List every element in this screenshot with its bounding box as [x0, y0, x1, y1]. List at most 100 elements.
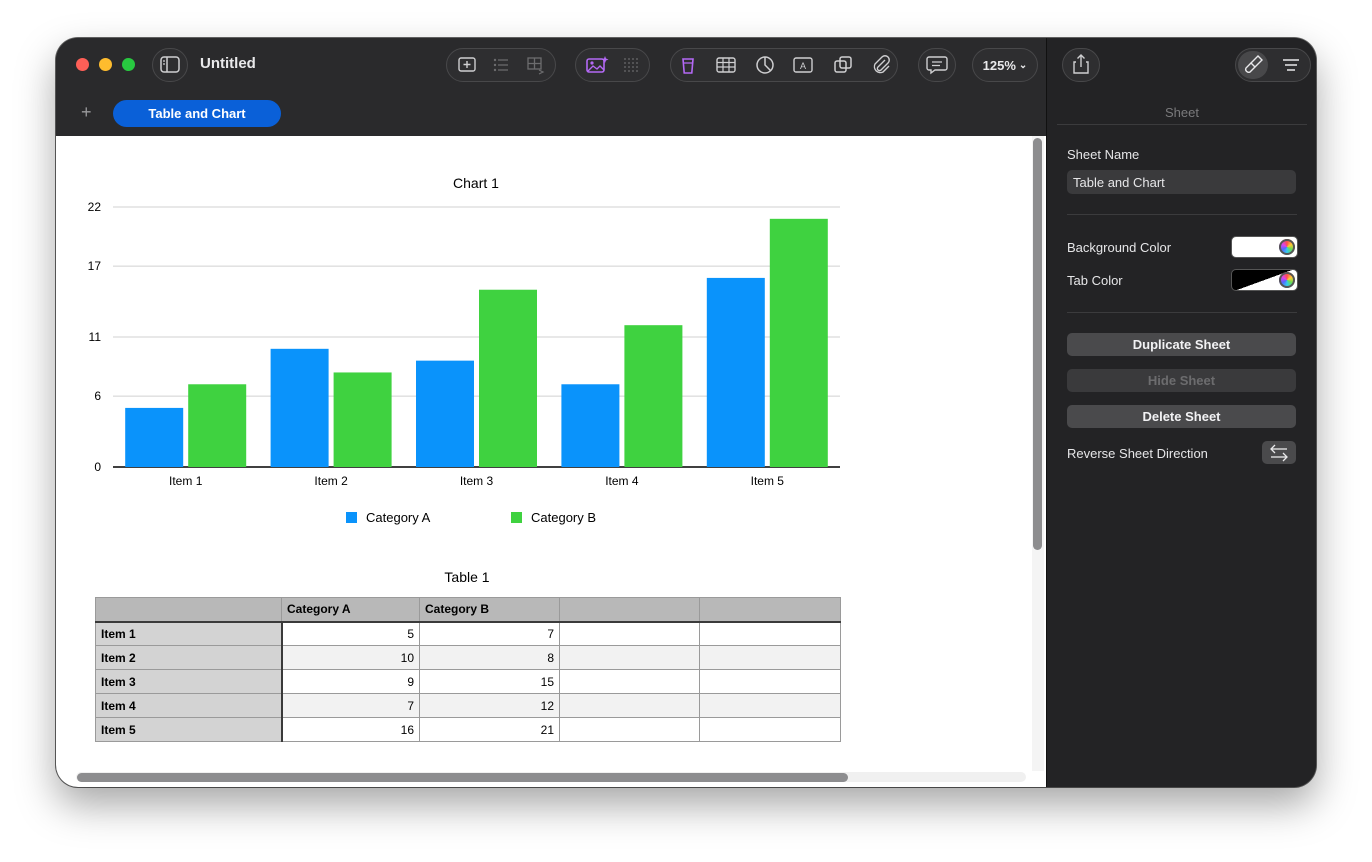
section-divider	[1067, 312, 1297, 313]
table-layout-button[interactable]	[521, 48, 551, 82]
bar-category-a	[706, 277, 765, 467]
x-tick-label: Item 2	[314, 474, 348, 488]
hide-sheet-button[interactable]: Hide Sheet	[1067, 369, 1296, 392]
close-window-button[interactable]	[76, 58, 89, 71]
sidebar-toggle-button[interactable]	[152, 48, 188, 82]
row-header-cell[interactable]: Item 2	[95, 645, 283, 670]
horizontal-scrollbar-thumb[interactable]	[77, 773, 848, 782]
list-icon	[493, 58, 508, 72]
bar-category-b	[188, 384, 247, 467]
header-cell[interactable]: Category B	[419, 597, 560, 623]
legend-label: Category B	[531, 510, 597, 525]
table-row: Item 4 7 12	[95, 693, 841, 718]
legend-item-category-a: Category A	[346, 510, 430, 525]
texture-button[interactable]	[617, 48, 645, 82]
table-cell[interactable]: 15	[419, 669, 560, 694]
y-tick-label: 22	[88, 200, 102, 214]
row-header-cell[interactable]: Item 4	[95, 693, 283, 718]
swap-arrows-icon	[1270, 444, 1288, 462]
zoom-window-button[interactable]	[122, 58, 135, 71]
comment-button[interactable]	[918, 48, 956, 82]
insert-chart-button[interactable]	[750, 48, 780, 82]
organize-button[interactable]	[1276, 51, 1306, 79]
table-cell[interactable]: 12	[419, 693, 560, 718]
image-sparkle-icon	[586, 56, 609, 73]
insert-table-button[interactable]	[711, 48, 741, 82]
tab-color-well[interactable]	[1231, 269, 1298, 291]
bar-category-b	[769, 218, 828, 467]
app-window: Untitled	[56, 38, 1316, 787]
row-header-cell[interactable]: Item 1	[95, 621, 283, 646]
color-wheel-icon[interactable]	[1279, 272, 1295, 288]
cup-button[interactable]	[673, 48, 703, 82]
tab-color-label: Tab Color	[1067, 273, 1123, 288]
table-cell[interactable]: 21	[419, 717, 560, 742]
image-playground-button[interactable]	[582, 48, 612, 82]
dot-grid-icon	[624, 58, 638, 72]
legend-swatch	[511, 512, 522, 523]
table-cell[interactable]	[559, 693, 700, 718]
table-cell[interactable]: 7	[281, 693, 420, 718]
color-wheel-icon[interactable]	[1279, 239, 1295, 255]
svg-text:A: A	[800, 61, 806, 71]
table-cell[interactable]	[559, 669, 700, 694]
header-cell[interactable]	[95, 597, 282, 623]
table-cell[interactable]	[699, 621, 841, 646]
table-cell[interactable]	[699, 645, 841, 670]
header-cell[interactable]: Category A	[281, 597, 420, 623]
table-cell[interactable]	[559, 621, 700, 646]
table-cell[interactable]: 5	[281, 621, 420, 646]
add-page-button[interactable]	[452, 48, 482, 82]
vertical-scrollbar-thumb[interactable]	[1033, 138, 1042, 550]
add-page-icon	[458, 57, 476, 72]
table-cell[interactable]	[559, 717, 700, 742]
data-table[interactable]: Category A Category B Item 1 5 7 Item 2 …	[95, 597, 841, 742]
inspector-panel: Sheet Sheet Name Table and Chart Backgro…	[1046, 38, 1316, 787]
insert-text-box-button[interactable]: A	[788, 48, 818, 82]
header-cell[interactable]	[559, 597, 700, 623]
table-cell[interactable]: 16	[281, 717, 420, 742]
table-cell[interactable]: 7	[419, 621, 560, 646]
row-header-cell[interactable]: Item 5	[95, 717, 283, 742]
sheet-tab-table-and-chart[interactable]: Table and Chart	[113, 100, 281, 127]
sheet-name-field[interactable]: Table and Chart	[1067, 170, 1296, 194]
delete-sheet-button[interactable]: Delete Sheet	[1067, 405, 1296, 428]
table-cell[interactable]	[699, 693, 841, 718]
x-tick-label: Item 3	[460, 474, 494, 488]
insert-shape-button[interactable]	[828, 48, 858, 82]
list-button[interactable]	[486, 48, 516, 82]
table-row: Item 2 10 8	[95, 645, 841, 670]
table-cell[interactable]	[559, 645, 700, 670]
reverse-direction-button[interactable]	[1262, 441, 1296, 464]
header-cell[interactable]	[699, 597, 841, 623]
table-cell[interactable]	[699, 717, 841, 742]
table-cell[interactable]: 8	[419, 645, 560, 670]
table-title: Table 1	[444, 569, 490, 585]
bar-category-b	[479, 289, 537, 467]
duplicate-sheet-button[interactable]: Duplicate Sheet	[1067, 333, 1296, 356]
minimize-window-button[interactable]	[99, 58, 112, 71]
bar-chart[interactable]: 0 6 11 17 22 Item 1 Item 2 Item 3 Item 4 Item 5	[56, 136, 916, 516]
insert-media-button[interactable]	[866, 48, 896, 82]
zoom-menu[interactable]: 125% ⌄	[972, 48, 1038, 82]
format-button[interactable]	[1238, 51, 1268, 79]
bar-category-a	[561, 384, 620, 467]
chart-title: Chart 1	[453, 175, 499, 191]
table-cell[interactable]: 10	[281, 645, 420, 670]
legend-item-category-b: Category B	[511, 510, 596, 525]
cup-icon	[682, 58, 694, 74]
document-canvas[interactable]: Chart 1 0 6 11 17 22 Item 1 Item 2 Item 3 Item 4…	[56, 136, 1046, 787]
reverse-sheet-direction-label: Reverse Sheet Direction	[1067, 446, 1208, 461]
row-header-cell[interactable]: Item 3	[95, 669, 283, 694]
sort-lines-icon	[1283, 59, 1299, 71]
shape-icon	[834, 56, 852, 73]
legend-swatch	[346, 512, 357, 523]
add-sheet-button[interactable]: +	[81, 102, 92, 123]
y-tick-label: 11	[89, 330, 102, 344]
background-color-well[interactable]	[1231, 236, 1298, 258]
table-cell[interactable]	[699, 669, 841, 694]
share-button[interactable]	[1062, 48, 1100, 82]
text-box-icon: A	[793, 57, 813, 73]
table-cell[interactable]: 9	[281, 669, 420, 694]
comment-icon	[926, 56, 948, 75]
